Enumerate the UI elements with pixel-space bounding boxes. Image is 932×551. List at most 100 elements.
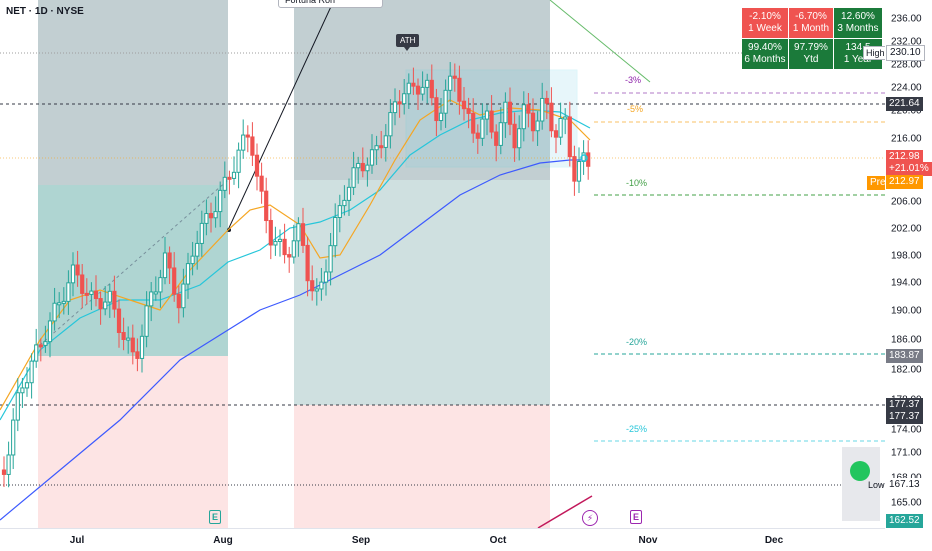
- candle-body: [75, 264, 80, 276]
- candle-body: [273, 240, 278, 246]
- candle-body: [425, 79, 430, 88]
- candle-body: [420, 86, 425, 95]
- candle-body: [61, 300, 66, 304]
- trendline-green: [549, 0, 651, 83]
- pre-market-badge: Pre: [867, 176, 885, 190]
- candle-body: [43, 341, 48, 346]
- candle-body: [20, 387, 25, 394]
- candle-body: [282, 238, 287, 256]
- time-axis[interactable]: Jul Aug Sep Oct Nov Dec: [0, 528, 885, 551]
- time-axis-label: Nov: [638, 535, 658, 546]
- candle-body: [149, 291, 154, 307]
- candle-body: [70, 264, 76, 284]
- candle-body: [24, 382, 30, 389]
- candle-body: [167, 252, 172, 269]
- candle-body: [448, 75, 453, 91]
- candle-body: [494, 131, 499, 146]
- candle-body: [489, 110, 494, 133]
- candle-body: [415, 85, 421, 95]
- candle-body: [47, 320, 53, 343]
- red-zone-sept: [294, 405, 550, 528]
- chart-canvas[interactable]: [0, 0, 885, 528]
- candle-body: [379, 145, 384, 149]
- chart-area[interactable]: NET · 1D · NYSE Fortuna Ron ATH -3% -5% …: [0, 0, 885, 528]
- candle-body: [218, 189, 223, 213]
- trendline-black: [227, 0, 335, 231]
- candle-body: [89, 290, 94, 295]
- candle-body: [291, 240, 296, 258]
- candle-body: [310, 280, 315, 292]
- performance-cell: 97.79% Ytd: [789, 39, 833, 69]
- candle-body: [383, 135, 388, 148]
- candle-body: [158, 277, 163, 293]
- performance-period: 1 Year: [843, 54, 873, 65]
- candle-body: [259, 175, 264, 192]
- candle-body: [245, 134, 250, 138]
- performance-table: -2.10% 1 Week -6.70% 1 Month 12.60% 3 Months 9…: [742, 8, 882, 69]
- candle-body: [498, 122, 503, 146]
- performance-percent: 134.5: [845, 42, 871, 53]
- price-tick-label: 202.00: [891, 223, 922, 235]
- candle-body: [222, 176, 227, 191]
- price-tick-label: 216.00: [891, 133, 922, 145]
- live-indicator-dot[interactable]: [850, 461, 870, 481]
- candle-body: [526, 104, 531, 114]
- performance-period: Ytd: [803, 54, 819, 65]
- candle-body: [576, 161, 582, 182]
- candle-body: [471, 112, 476, 134]
- candle-body: [287, 254, 292, 258]
- low-label: Low: [868, 480, 885, 490]
- earnings-event-icon-aug[interactable]: E: [209, 510, 221, 524]
- level-label-20pct: -20%: [626, 337, 648, 347]
- candle-body: [121, 332, 126, 340]
- trendline-magenta: [537, 495, 593, 528]
- price-tag-high: 230.10: [886, 45, 925, 61]
- candles-group: [1, 62, 591, 488]
- candle-body: [38, 344, 43, 348]
- price-tag-pre: 212.97: [886, 175, 923, 189]
- note-label[interactable]: Fortuna Ron: [278, 0, 383, 8]
- candle-body: [98, 298, 103, 310]
- performance-percent: 12.60%: [841, 11, 875, 22]
- candle-body: [360, 162, 365, 172]
- price-tick-label: 228.00: [891, 59, 922, 71]
- candle-body: [480, 118, 485, 139]
- candle-body: [429, 79, 434, 99]
- candle-body: [254, 154, 260, 177]
- earnings-event-icon-oct[interactable]: E: [630, 510, 642, 524]
- widget-panel: [842, 447, 880, 521]
- candle-body: [517, 128, 522, 149]
- performance-period: 3 Months: [837, 23, 879, 34]
- price-tag-dark: 177.37: [886, 410, 923, 424]
- lightning-event-icon[interactable]: ⚡: [582, 510, 598, 526]
- candle-body: [80, 274, 85, 294]
- ath-label: ATH: [396, 34, 420, 51]
- price-tag-low: 167.13: [886, 478, 923, 492]
- candle-body: [342, 199, 347, 207]
- candle-body: [15, 392, 20, 421]
- performance-period: 1 Week: [748, 23, 782, 34]
- candle-body: [503, 101, 508, 124]
- candle-body: [553, 130, 559, 138]
- candle-body: [388, 112, 393, 137]
- candle-body: [66, 282, 71, 302]
- trendline-anchor: [227, 228, 231, 232]
- price-tick-label: 174.00: [891, 424, 922, 436]
- candle-body: [567, 116, 572, 158]
- price-axis[interactable]: 236.00232.00228.00224.00220.00216.00210.…: [885, 0, 932, 528]
- performance-percent: 97.79%: [794, 42, 828, 53]
- price-tick-label: 194.00: [891, 277, 922, 289]
- candle-body: [544, 97, 549, 104]
- price-tick-label: 236.00: [891, 13, 922, 25]
- price-tick-label: 165.00: [891, 497, 922, 509]
- price-tag-red: +21.01%: [886, 162, 932, 176]
- candle-body: [507, 101, 513, 125]
- price-tick-label: 224.00: [891, 82, 922, 94]
- last-price-marker: [580, 154, 588, 162]
- candle-body: [130, 337, 135, 353]
- time-axis-label: Dec: [764, 535, 784, 546]
- level-label-10pct: -10%: [626, 178, 648, 188]
- time-axis-label: Aug: [213, 535, 233, 546]
- candle-body: [300, 223, 306, 246]
- price-tag-gray: 183.87: [886, 349, 923, 363]
